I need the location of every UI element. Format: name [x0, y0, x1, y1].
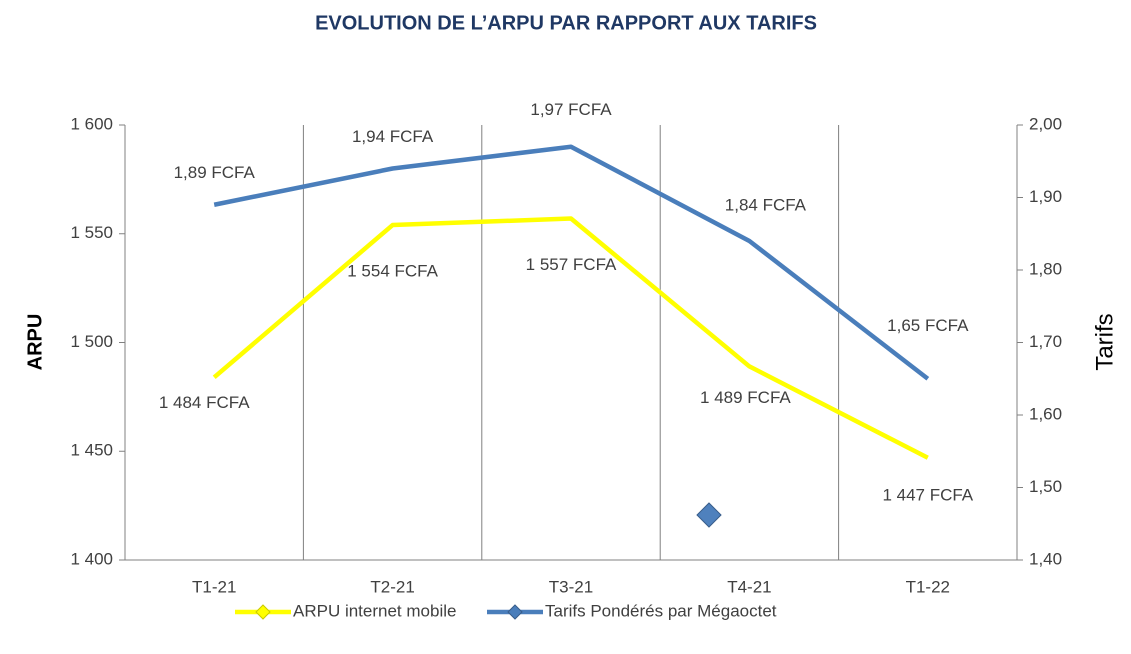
y2-tick-label: 1,90 — [1029, 187, 1062, 206]
data-label: 1,94 FCFA — [352, 127, 434, 146]
x-tick-label: T1-22 — [906, 577, 950, 596]
data-label: 1 554 FCFA — [347, 262, 438, 281]
data-label: 1,65 FCFA — [887, 316, 969, 335]
data-label: 1,89 FCFA — [174, 163, 256, 182]
chart-title: EVOLUTION DE L’ARPU PAR RAPPORT AUX TARI… — [315, 12, 817, 34]
data-label: 1 557 FCFA — [526, 255, 617, 274]
series-line — [213, 144, 930, 381]
y-tick-label: 1 600 — [70, 114, 113, 133]
legend-marker — [507, 604, 523, 620]
y2-tick-label: 1,60 — [1029, 404, 1062, 423]
y2-axis-title: Tarifs — [1091, 313, 1118, 370]
y2-tick-label: 1,80 — [1029, 259, 1062, 278]
y-tick-label: 1 550 — [70, 223, 113, 242]
y-tick-label: 1 450 — [70, 441, 113, 460]
stray-marker — [696, 502, 722, 528]
y2-tick-label: 1,70 — [1029, 332, 1062, 351]
legend-label: Tarifs Pondérés par Mégaoctet — [545, 601, 777, 620]
data-label: 1,97 FCFA — [530, 100, 612, 119]
x-tick-label: T4-21 — [727, 577, 771, 596]
x-tick-label: T2-21 — [370, 577, 414, 596]
y2-tick-label: 1,50 — [1029, 477, 1062, 496]
data-label: 1 484 FCFA — [159, 393, 250, 412]
y-tick-label: 1 500 — [70, 332, 113, 351]
y-axis-title: ARPU — [24, 314, 46, 371]
y2-tick-label: 2,00 — [1029, 114, 1062, 133]
y2-tick-label: 1,40 — [1029, 549, 1062, 568]
data-label: 1,84 FCFA — [725, 195, 807, 214]
y-tick-label: 1 400 — [70, 549, 113, 568]
data-label: 1 489 FCFA — [700, 388, 791, 407]
legend-label: ARPU internet mobile — [293, 601, 456, 620]
data-label: 1 447 FCFA — [882, 485, 973, 504]
legend-marker — [255, 604, 271, 620]
series-line — [212, 216, 929, 460]
x-tick-label: T1-21 — [192, 577, 236, 596]
x-tick-label: T3-21 — [549, 577, 593, 596]
